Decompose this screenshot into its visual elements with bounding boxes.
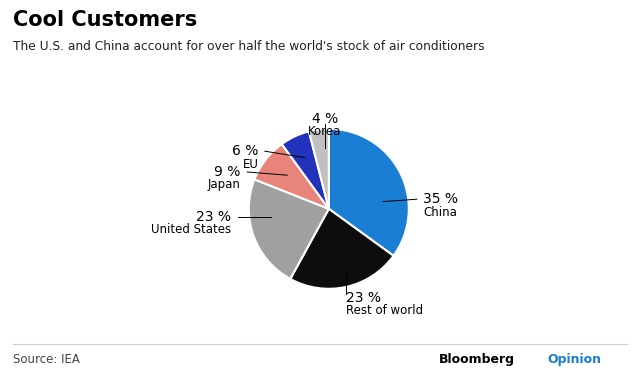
Text: Rest of world: Rest of world	[346, 304, 424, 317]
Wedge shape	[249, 179, 329, 279]
Text: Korea: Korea	[308, 125, 342, 138]
Text: Bloomberg: Bloomberg	[438, 353, 515, 366]
Wedge shape	[282, 131, 329, 209]
Wedge shape	[291, 209, 394, 289]
Text: United States: United States	[151, 223, 231, 236]
Text: EU: EU	[243, 157, 259, 171]
Text: 23 %: 23 %	[346, 291, 381, 306]
Text: 23 %: 23 %	[196, 210, 231, 224]
Text: Opinion: Opinion	[547, 353, 601, 366]
Text: Japan: Japan	[208, 178, 241, 191]
Text: 4 %: 4 %	[312, 112, 338, 126]
Text: Cool Customers: Cool Customers	[13, 10, 197, 30]
Text: 9 %: 9 %	[214, 165, 241, 179]
Wedge shape	[329, 129, 409, 256]
Text: 6 %: 6 %	[232, 144, 259, 158]
Wedge shape	[309, 129, 329, 209]
Text: 35 %: 35 %	[423, 192, 458, 206]
Text: Source: IEA: Source: IEA	[13, 353, 79, 366]
Text: The U.S. and China account for over half the world's stock of air conditioners: The U.S. and China account for over half…	[13, 40, 484, 53]
Wedge shape	[255, 144, 329, 209]
Text: China: China	[423, 206, 457, 218]
